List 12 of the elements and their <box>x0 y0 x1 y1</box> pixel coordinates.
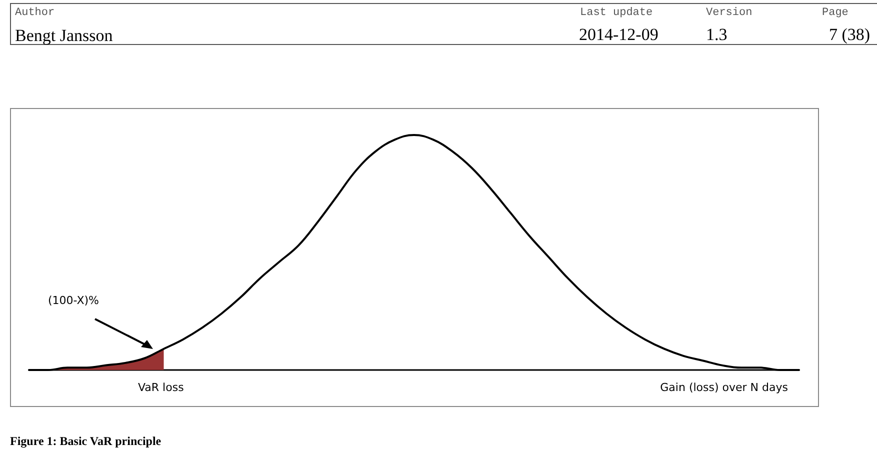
annotation: (100-X)% <box>48 294 99 307</box>
text: VaR loss <box>138 381 184 394</box>
caption: Figure 1: Basic VaR principle <box>10 434 162 449</box>
x-axis-title: Gain (loss) over N days <box>660 381 788 394</box>
text: 2014-12-09 <box>579 25 658 45</box>
text: 7 (38) <box>829 25 870 45</box>
text: Bengt Jansson <box>15 26 113 46</box>
text: Version <box>706 7 752 19</box>
text: Page <box>822 7 848 19</box>
text: Last update <box>580 7 653 19</box>
text: 1.3 <box>706 25 728 45</box>
text: Author <box>15 7 55 19</box>
